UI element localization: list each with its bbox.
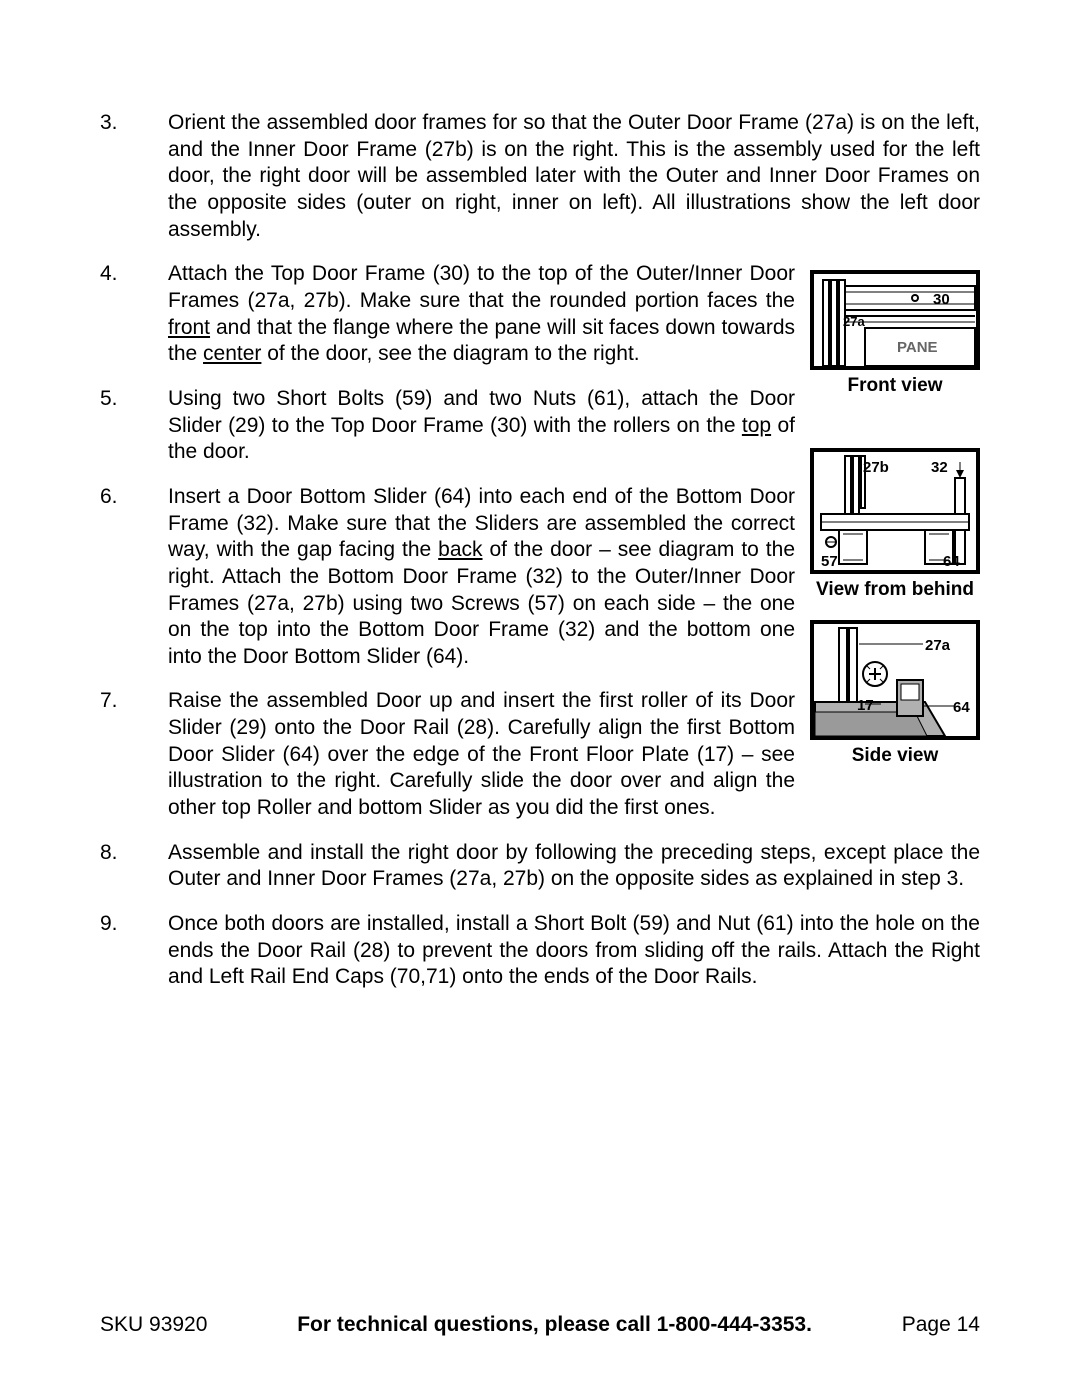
diagram-caption: Side view <box>810 745 980 767</box>
label-pane: PANE <box>897 339 938 356</box>
diagram-frame: 27a 17 64 <box>810 620 980 740</box>
label-64-side: 64 <box>953 699 970 716</box>
label-32: 32 <box>931 459 948 476</box>
page: 3.Orient the assembled door frames for s… <box>0 0 1080 1397</box>
label-57: 57 <box>821 553 838 570</box>
diagram-caption: View from behind <box>810 579 980 601</box>
step-number: 5. <box>100 386 168 466</box>
step-number: 8. <box>100 840 168 893</box>
step-text: Once both doors are installed, install a… <box>168 911 980 991</box>
diagram-frame: 27b 32 57 64 <box>810 448 980 574</box>
diagram-side-view: 27a 17 64 Side view <box>810 620 980 767</box>
footer-sku: SKU 93920 <box>100 1313 207 1337</box>
diagram-front-view: 30 27a PANE Front view <box>810 270 980 397</box>
step-number: 4. <box>100 261 168 368</box>
instruction-step: 9.Once both doors are installed, install… <box>100 911 980 991</box>
step-text: Assemble and install the right door by f… <box>168 840 980 893</box>
instruction-step: 3.Orient the assembled door frames for s… <box>100 110 980 243</box>
step-number: 9. <box>100 911 168 991</box>
diagram-caption: Front view <box>810 375 980 397</box>
label-27b: 27b <box>863 459 889 476</box>
label-27a-side: 27a <box>925 637 951 654</box>
footer-support-text: For technical questions, please call 1-8… <box>297 1313 812 1337</box>
footer-page-number: Page 14 <box>902 1313 980 1337</box>
diagram-frame: 30 27a PANE <box>810 270 980 370</box>
label-64: 64 <box>943 553 960 570</box>
step-number: 6. <box>100 484 168 671</box>
instruction-step: 8.Assemble and install the right door by… <box>100 840 980 893</box>
label-27a: 27a <box>843 314 865 329</box>
step-text: Orient the assembled door frames for so … <box>168 110 980 243</box>
label-17: 17 <box>857 697 874 714</box>
diagram-view-from-behind: 27b 32 57 64 View from behind <box>810 448 980 601</box>
step-number: 3. <box>100 110 168 243</box>
step-number: 7. <box>100 688 168 821</box>
page-footer: SKU 93920 For technical questions, pleas… <box>100 1313 980 1337</box>
content-area: 3.Orient the assembled door frames for s… <box>100 110 980 991</box>
label-30: 30 <box>933 291 950 308</box>
